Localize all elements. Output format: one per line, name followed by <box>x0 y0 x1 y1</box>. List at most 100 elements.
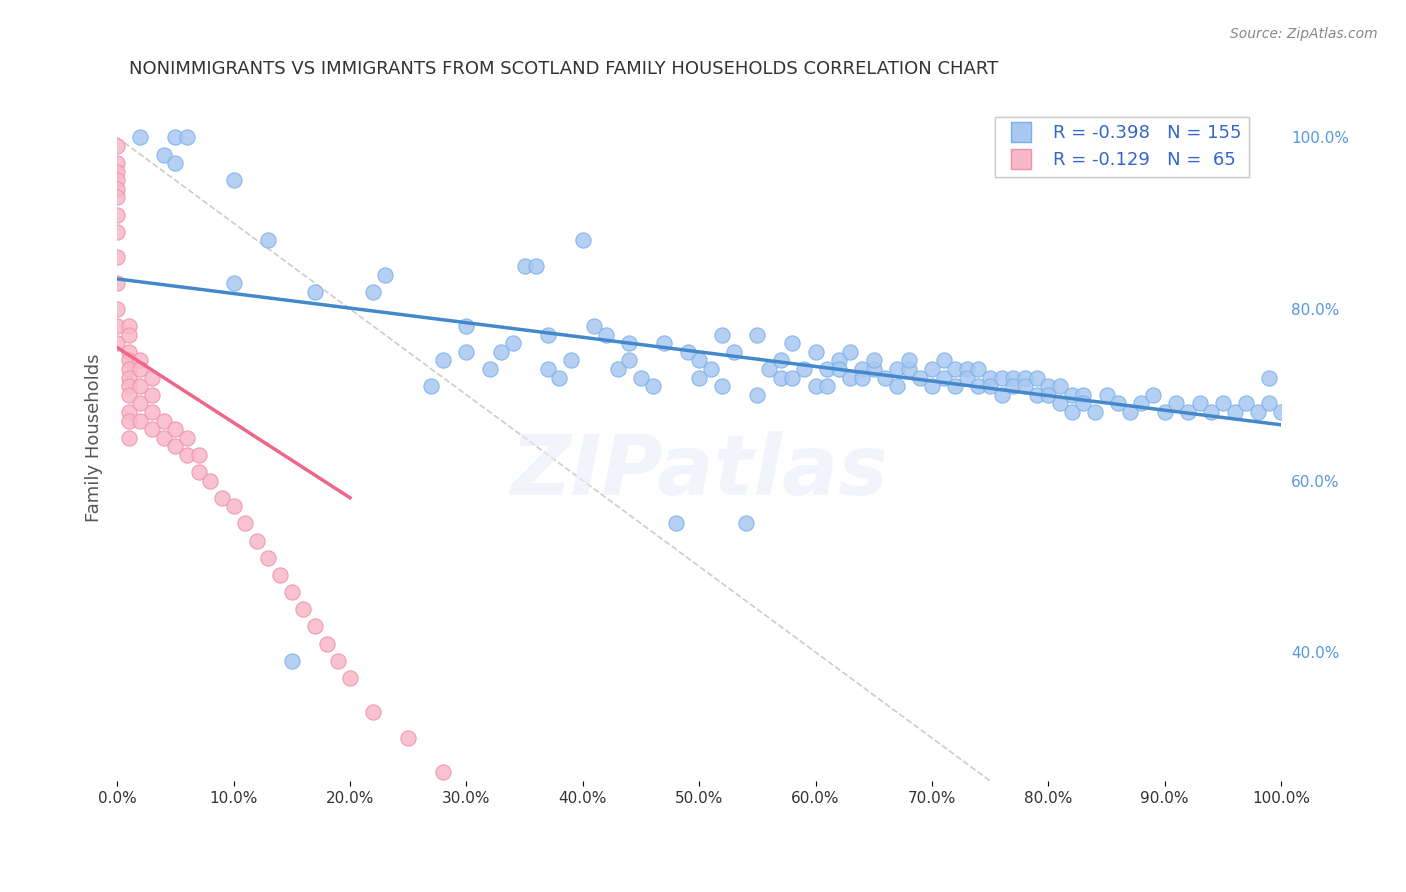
Point <box>1130 396 1153 410</box>
Point <box>141 405 163 419</box>
Point <box>921 379 943 393</box>
Point <box>875 370 897 384</box>
Point <box>583 319 606 334</box>
Point <box>793 362 815 376</box>
Point <box>886 379 908 393</box>
Point <box>118 327 141 342</box>
Point <box>478 834 501 848</box>
Point <box>851 362 873 376</box>
Point <box>886 362 908 376</box>
Point <box>246 533 269 548</box>
Point <box>315 637 337 651</box>
Point <box>118 379 141 393</box>
Point <box>513 868 536 882</box>
Point <box>200 474 222 488</box>
Point <box>432 353 454 368</box>
Point <box>1258 370 1281 384</box>
Point <box>129 353 152 368</box>
Point <box>141 388 163 402</box>
Point <box>396 731 419 745</box>
Point <box>118 319 141 334</box>
Point <box>176 130 198 145</box>
Point <box>292 602 315 616</box>
Point <box>105 319 128 334</box>
Point <box>1258 396 1281 410</box>
Point <box>1166 396 1188 410</box>
Point <box>943 379 966 393</box>
Point <box>141 370 163 384</box>
Point <box>222 277 245 291</box>
Point <box>456 799 478 814</box>
Point <box>747 327 769 342</box>
Point <box>129 362 152 376</box>
Point <box>420 379 443 393</box>
Point <box>1049 379 1071 393</box>
Point <box>769 370 792 384</box>
Point <box>641 379 664 393</box>
Point <box>105 336 128 351</box>
Point <box>269 568 291 582</box>
Point <box>1060 388 1083 402</box>
Point <box>1119 405 1142 419</box>
Point <box>233 516 256 531</box>
Point <box>967 362 990 376</box>
Point <box>361 285 384 299</box>
Point <box>105 164 128 178</box>
Point <box>1188 396 1211 410</box>
Point <box>804 344 827 359</box>
Point <box>1107 396 1129 410</box>
Text: ZIPatlas: ZIPatlas <box>510 432 889 513</box>
Point <box>1071 396 1094 410</box>
Point <box>491 344 513 359</box>
Point <box>851 370 873 384</box>
Point <box>165 439 187 453</box>
Point <box>1060 405 1083 419</box>
Point <box>152 431 174 445</box>
Point <box>595 327 617 342</box>
Point <box>815 362 838 376</box>
Point <box>1199 405 1222 419</box>
Point <box>910 370 932 384</box>
Point <box>165 130 187 145</box>
Point <box>374 268 396 282</box>
Point <box>1002 379 1025 393</box>
Point <box>105 182 128 196</box>
Point <box>990 370 1012 384</box>
Point <box>932 370 955 384</box>
Point <box>141 422 163 436</box>
Point <box>956 370 979 384</box>
Point <box>897 353 920 368</box>
Point <box>839 370 862 384</box>
Point <box>187 448 209 462</box>
Point <box>897 362 920 376</box>
Point <box>758 362 780 376</box>
Point <box>1025 370 1047 384</box>
Point <box>257 550 280 565</box>
Point <box>118 362 141 376</box>
Point <box>118 353 141 368</box>
Point <box>1153 405 1175 419</box>
Point <box>780 336 803 351</box>
Point <box>176 431 198 445</box>
Point <box>862 353 884 368</box>
Point <box>165 156 187 170</box>
Point <box>105 173 128 187</box>
Point <box>152 147 174 161</box>
Point <box>979 379 1001 393</box>
Point <box>1002 370 1025 384</box>
Point <box>804 379 827 393</box>
Point <box>815 379 838 393</box>
Point <box>187 465 209 479</box>
Point <box>560 353 582 368</box>
Point <box>979 370 1001 384</box>
Point <box>1071 388 1094 402</box>
Point <box>105 251 128 265</box>
Point <box>432 765 454 780</box>
Point <box>304 285 326 299</box>
Point <box>211 491 233 505</box>
Point <box>921 362 943 376</box>
Point <box>304 619 326 633</box>
Point <box>1142 388 1164 402</box>
Point <box>619 336 641 351</box>
Point <box>222 173 245 187</box>
